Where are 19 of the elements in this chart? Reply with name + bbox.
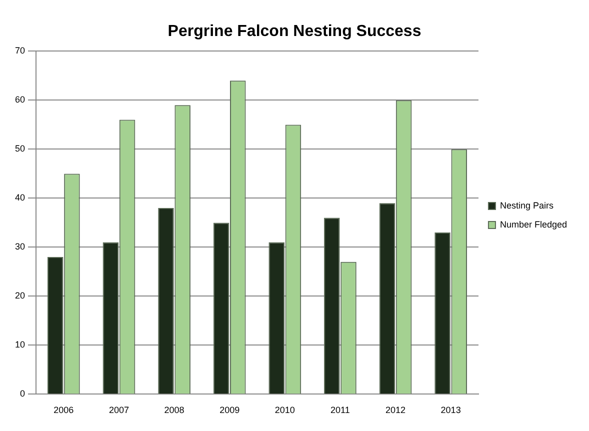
y-tick-label: 40 bbox=[14, 192, 26, 203]
x-tick-label: 2012 bbox=[385, 405, 406, 416]
y-tick-label: 60 bbox=[14, 94, 26, 105]
legend-label: Nesting Pairs bbox=[500, 200, 554, 210]
x-tick-label: 2010 bbox=[274, 405, 295, 416]
legend-label: Number Fledged bbox=[500, 219, 568, 230]
chart-title: Pergrine Falcon Nesting Success bbox=[168, 23, 422, 40]
x-tick-label: 2006 bbox=[54, 405, 74, 416]
y-tick-label: 0 bbox=[20, 388, 26, 399]
x-tick-label: 2008 bbox=[164, 405, 184, 416]
y-tick-label: 20 bbox=[14, 290, 26, 301]
y-tick-label: 30 bbox=[14, 242, 26, 252]
y-tick-label: 10 bbox=[14, 340, 26, 350]
x-tick-label: 2011 bbox=[330, 405, 350, 416]
y-tick-label: 70 bbox=[14, 46, 26, 56]
x-tick-label: 2013 bbox=[440, 405, 461, 416]
x-tick-label: 2007 bbox=[108, 405, 129, 416]
y-tick-label: 50 bbox=[14, 144, 26, 154]
x-tick-label: 2009 bbox=[220, 405, 240, 416]
